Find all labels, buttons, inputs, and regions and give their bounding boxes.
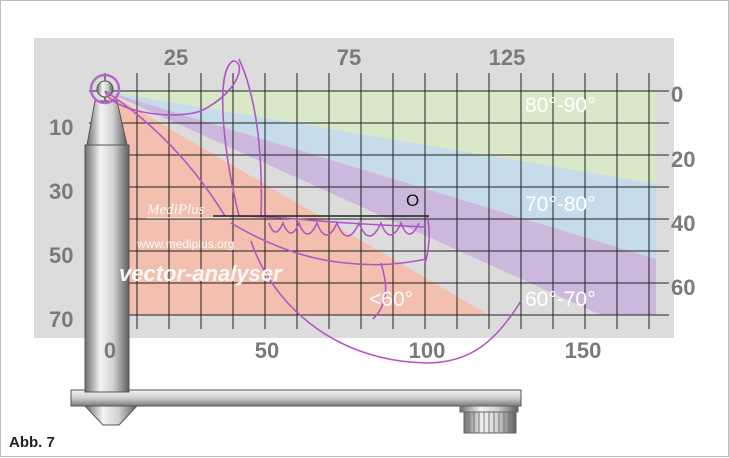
axis-labels: 25 75 125 0 50 100 150 10 30 50 70 0 20 …	[49, 45, 695, 363]
right-axis-label: 0	[671, 82, 683, 107]
dental-arch-outline	[104, 58, 522, 364]
brand-product: vector-analyser	[119, 261, 283, 286]
zone-label-80-90: 80°-90°	[525, 94, 596, 117]
marker-label: O	[406, 191, 419, 210]
figure-caption: Abb. 7	[9, 434, 55, 451]
brand-logo: MediPlus	[146, 202, 205, 218]
bottom-axis-label: 150	[565, 338, 602, 363]
bottom-axis-label: 50	[255, 338, 279, 363]
right-axis-label: 20	[671, 147, 695, 172]
left-foot	[83, 405, 139, 426]
top-axis-label: 75	[337, 45, 361, 70]
left-axis-label: 70	[49, 307, 73, 332]
left-axis-label: 50	[49, 243, 73, 268]
right-axis-label: 40	[671, 211, 695, 236]
brand-website: www.mediplus.org	[136, 237, 234, 251]
pivot-ring	[89, 73, 121, 105]
top-axis-label: 25	[164, 45, 188, 70]
brand-watermark: MediPlus www.mediplus.org vector-analyse…	[119, 202, 283, 286]
bottom-axis-label: 0	[104, 338, 116, 363]
grid	[89, 73, 669, 329]
left-axis-label: 10	[49, 115, 73, 140]
zone-label-below-60: <60°	[369, 288, 413, 311]
top-axis-label: 125	[489, 45, 526, 70]
zone-60-70	[105, 91, 656, 315]
vertical-rod	[84, 73, 130, 393]
zone-labels: 80°-90° 70°-80° 60°-70° <60°	[369, 94, 596, 311]
zone-label-70-80: 70°-80°	[525, 193, 596, 216]
zone-label-60-70: 60°-70°	[525, 288, 596, 311]
right-knob	[459, 405, 519, 434]
right-axis-label: 60	[671, 275, 695, 300]
bottom-axis-label: 100	[409, 338, 446, 363]
base-bar	[70, 389, 522, 407]
left-axis-label: 30	[49, 179, 73, 204]
